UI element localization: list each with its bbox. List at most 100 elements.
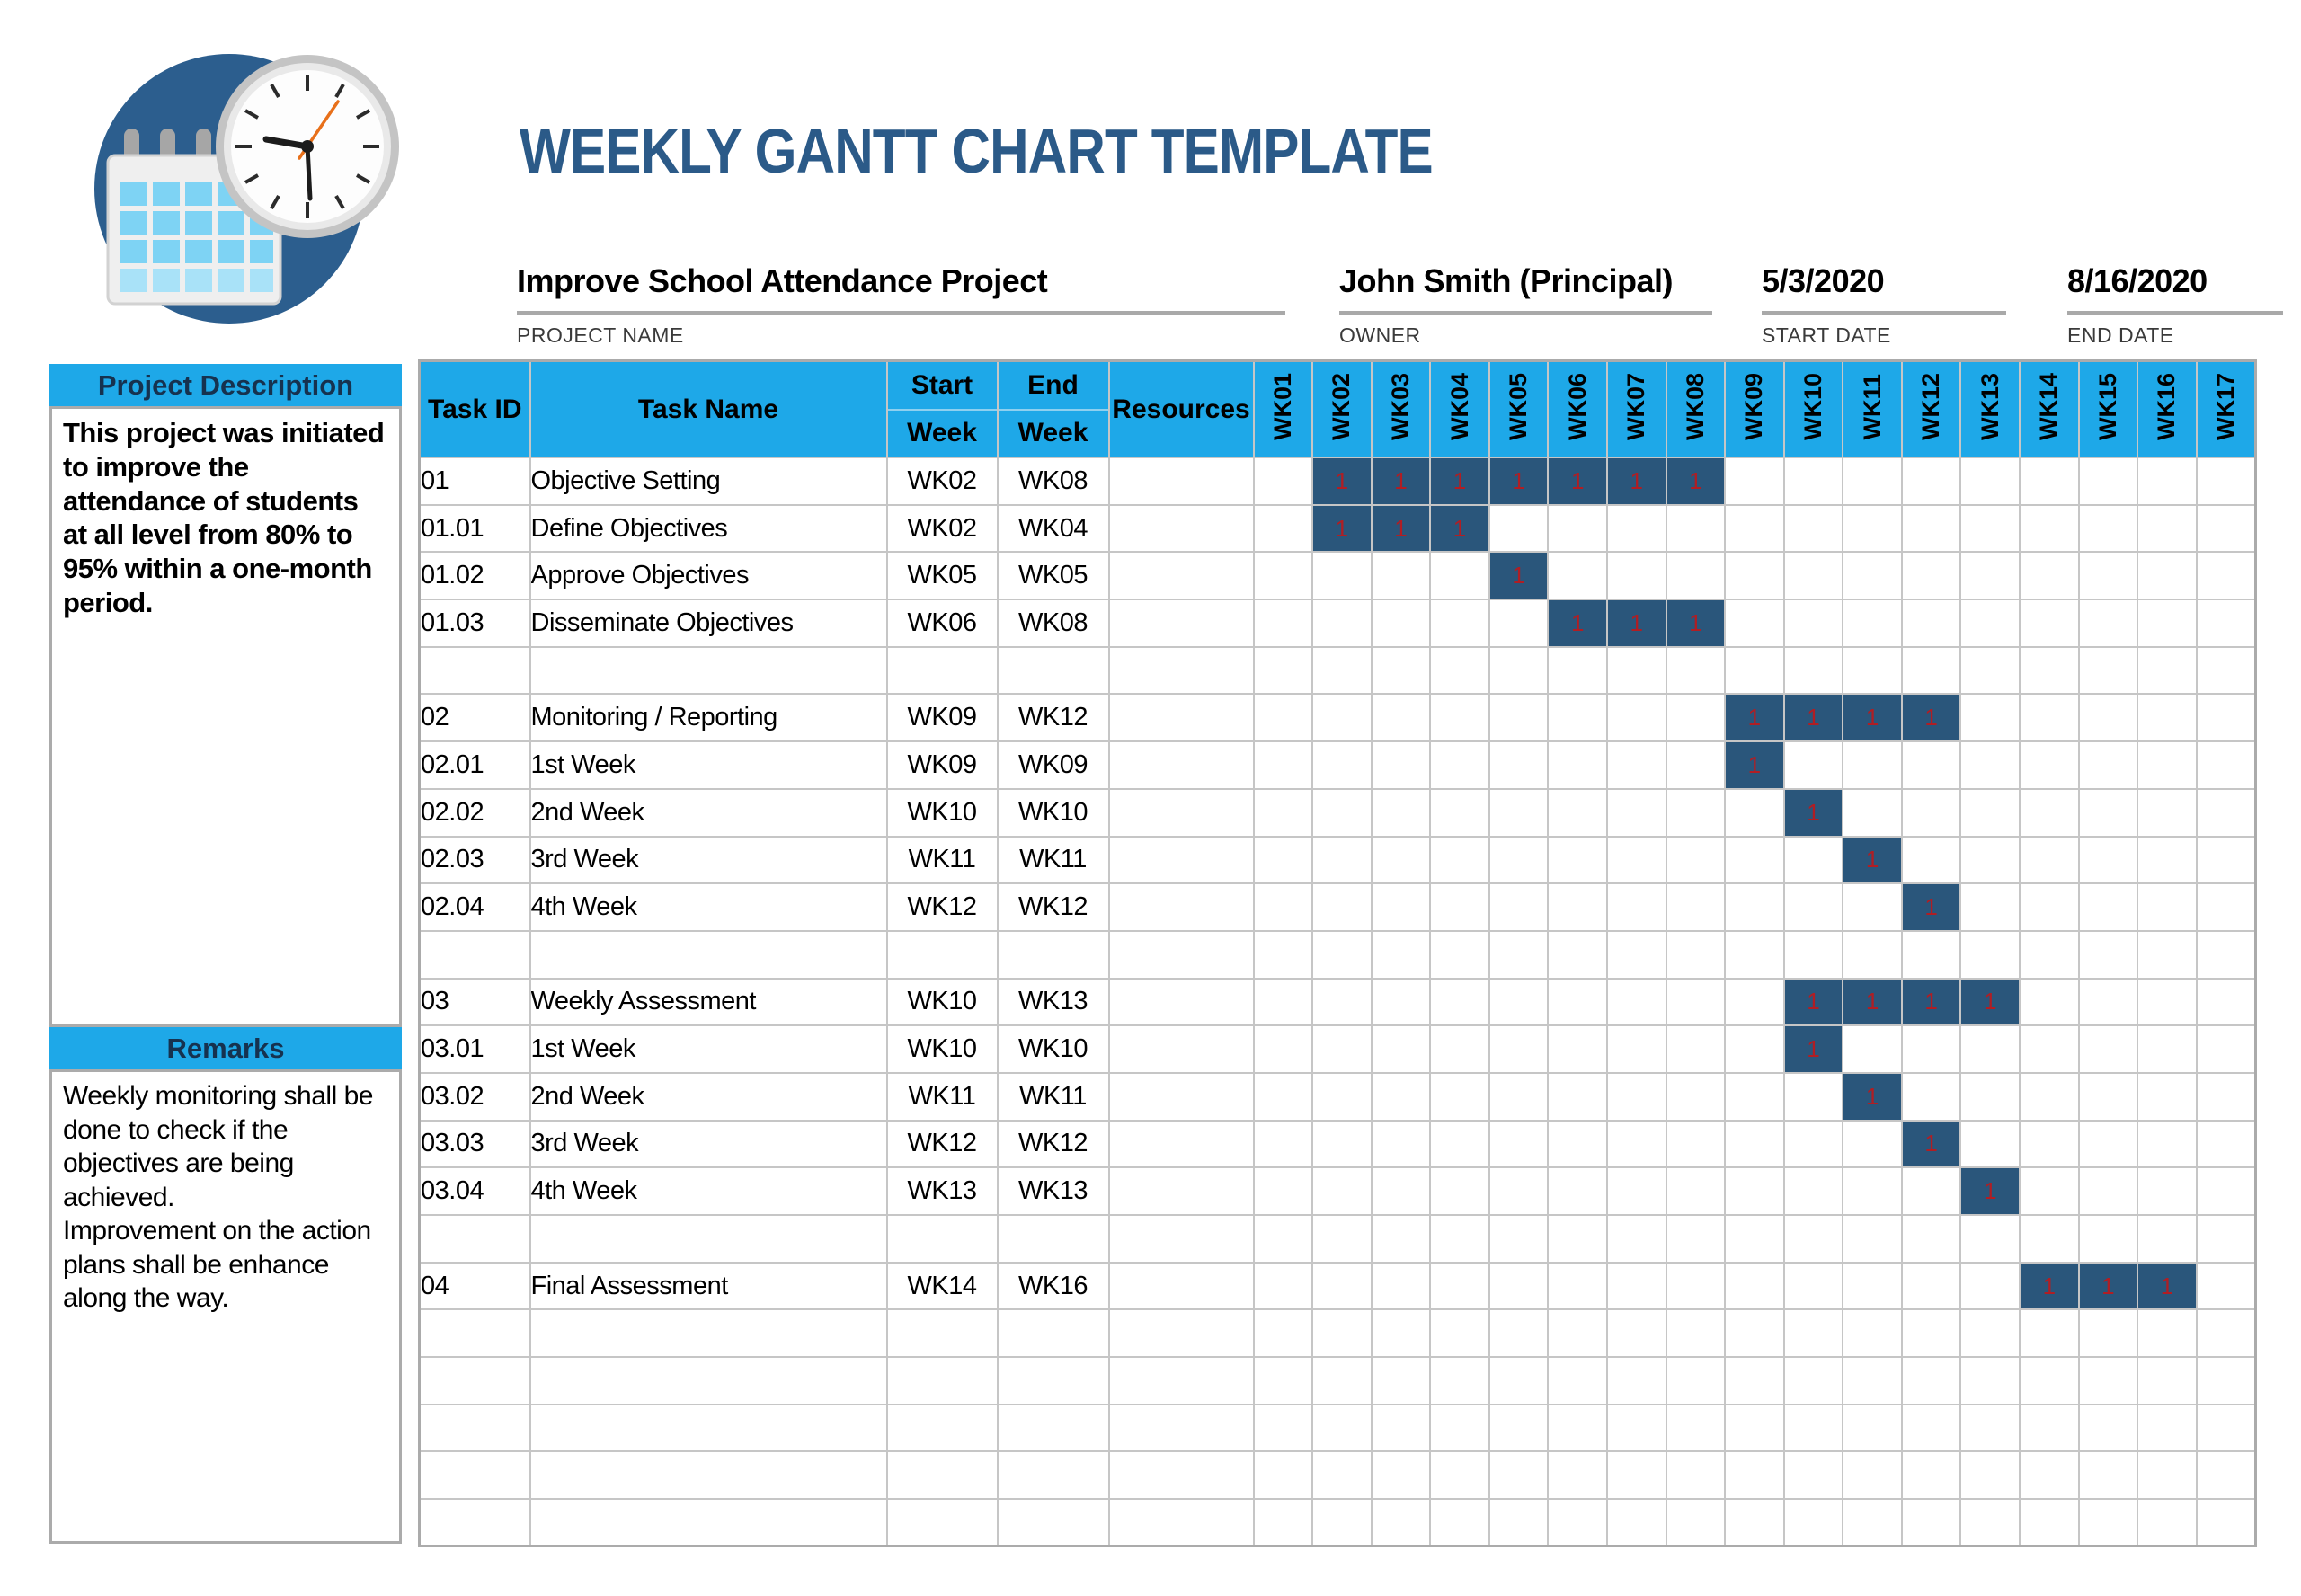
gantt-bar-cell: 1 — [1900, 1119, 1962, 1169]
gantt-empty-cell — [1488, 503, 1550, 554]
gantt-empty-cell — [2137, 882, 2198, 932]
gantt-empty-cell — [1429, 1308, 1490, 1359]
task-row: 03.04 4th Week WK13 WK13 1 — [418, 1166, 2257, 1216]
gantt-empty-cell — [1370, 1450, 1432, 1501]
task-name-cell — [529, 645, 888, 696]
end-week-header: End Week — [996, 359, 1110, 458]
gantt-empty-cell — [1370, 1403, 1432, 1453]
start-date-value: 5/3/2020 — [1762, 262, 1885, 299]
task-name-cell: Monitoring / Reporting — [529, 693, 888, 743]
gantt-tbody: 01 Objective Setting WK02 WK08 1 1 1 1 1 1 1 01.01 D… — [418, 457, 2257, 1547]
end-week-cell: WK08 — [996, 598, 1110, 648]
task-name-cell: Final Assessment — [529, 1261, 888, 1311]
gantt-empty-cell — [1429, 1119, 1490, 1169]
week-column-header: WK01 — [1252, 359, 1314, 458]
remarks-body: Weekly monitoring shall be done to check… — [49, 1069, 402, 1544]
start-week-cell: WK02 — [885, 457, 999, 506]
gantt-empty-cell — [1782, 1308, 1844, 1359]
start-week-cell: WK09 — [885, 693, 999, 743]
spacer-row — [418, 1356, 2257, 1405]
header-row: Task ID Task Name Start Week End Week — [418, 359, 2257, 458]
start-week-cell: WK10 — [885, 977, 999, 1027]
gantt-empty-cell — [1311, 740, 1373, 790]
gantt-empty-cell — [1900, 1071, 1962, 1122]
gantt-bar-cell: 1 — [1842, 977, 1903, 1027]
task-id-cell — [418, 929, 531, 980]
gantt-empty-cell — [2019, 1214, 2080, 1264]
end-week-cell: WK13 — [996, 1166, 1110, 1216]
gantt-empty-cell — [1252, 1261, 1314, 1311]
gantt-empty-cell — [2195, 882, 2257, 932]
gantt-empty-cell — [1605, 1308, 1667, 1359]
gantt-empty-cell — [2077, 882, 2139, 932]
gantt-empty-cell — [1429, 740, 1490, 790]
gantt-empty-cell — [1724, 787, 1785, 838]
task-name-cell — [529, 1308, 888, 1359]
spacer-row — [418, 1498, 2257, 1547]
end-week-cell: WK16 — [996, 1261, 1110, 1311]
remarks-line: Weekly monitoring shall be done to check… — [63, 1081, 373, 1212]
gantt-empty-cell — [1900, 1356, 1962, 1405]
task-id-cell — [418, 1308, 531, 1359]
gantt-empty-cell — [2195, 977, 2257, 1027]
owner-field: John Smith (Principal) OWNER — [1339, 262, 1712, 348]
gantt-empty-cell — [1900, 1166, 1962, 1216]
gantt-empty-cell — [1782, 551, 1844, 601]
gantt-empty-cell — [1842, 929, 1903, 980]
start-week-cell: WK12 — [885, 1119, 999, 1169]
resources-cell — [1107, 503, 1255, 554]
gantt-empty-cell — [2077, 1119, 2139, 1169]
gantt-empty-cell — [2019, 1450, 2080, 1501]
gantt-empty-cell — [2195, 1308, 2257, 1359]
gantt-empty-cell — [1488, 1024, 1550, 1074]
gantt-empty-cell — [2195, 1498, 2257, 1547]
gantt-empty-cell — [2019, 503, 2080, 554]
gantt-empty-cell — [1665, 1450, 1727, 1501]
start-week-cell — [885, 1308, 999, 1359]
gantt-empty-cell — [2195, 1024, 2257, 1074]
start-week-header-line2: Week — [907, 418, 977, 448]
gantt-empty-cell — [2195, 740, 2257, 790]
gantt-empty-cell — [2137, 598, 2198, 648]
gantt-bar-cell: 1 — [2077, 1261, 2139, 1311]
resources-cell — [1107, 1214, 1255, 1264]
task-name-cell: Disseminate Objectives — [529, 598, 888, 648]
gantt-empty-cell — [1605, 551, 1667, 601]
gantt-empty-cell — [2077, 598, 2139, 648]
gantt-empty-cell — [1665, 977, 1727, 1027]
gantt-bar-cell: 1 — [1900, 882, 1962, 932]
gantt-empty-cell — [1842, 787, 1903, 838]
start-week-header: Start Week — [885, 359, 999, 458]
task-row: 02.01 1st Week WK09 WK09 1 — [418, 740, 2257, 790]
gantt-bar-cell: 1 — [1900, 977, 1962, 1027]
end-date-field: 8/16/2020 END DATE — [2067, 262, 2283, 348]
gantt-empty-cell — [1370, 1071, 1432, 1122]
gantt-empty-cell — [1842, 1024, 1903, 1074]
gantt-bar-cell: 1 — [1842, 693, 1903, 743]
gantt-empty-cell — [1252, 1308, 1314, 1359]
start-week-cell: WK13 — [885, 1166, 999, 1216]
gantt-empty-cell — [2019, 645, 2080, 696]
week-column-header: WK08 — [1665, 359, 1727, 458]
week-column-header: WK04 — [1429, 359, 1490, 458]
task-name-cell: 2nd Week — [529, 1071, 888, 1122]
end-week-cell: WK04 — [996, 503, 1110, 554]
gantt-empty-cell — [1488, 693, 1550, 743]
gantt-empty-cell — [1429, 551, 1490, 601]
week-column-header: WK03 — [1370, 359, 1432, 458]
gantt-empty-cell — [2019, 882, 2080, 932]
sidebar: Project Description This project was ini… — [49, 364, 402, 1544]
gantt-empty-cell — [2077, 503, 2139, 554]
gantt-empty-cell — [2077, 693, 2139, 743]
gantt-bar-cell: 1 — [1605, 457, 1667, 506]
gantt-empty-cell — [1311, 1450, 1373, 1501]
gantt-bar-cell: 1 — [1665, 598, 1727, 648]
gantt-empty-cell — [1547, 1308, 1608, 1359]
gantt-bar-cell: 1 — [2137, 1261, 2198, 1311]
task-id-cell — [418, 1450, 531, 1501]
gantt-empty-cell — [1547, 1166, 1608, 1216]
gantt-empty-cell — [1605, 1261, 1667, 1311]
gantt-empty-cell — [1370, 645, 1432, 696]
task-id-cell — [418, 1403, 531, 1453]
gantt-empty-cell — [1842, 1166, 1903, 1216]
